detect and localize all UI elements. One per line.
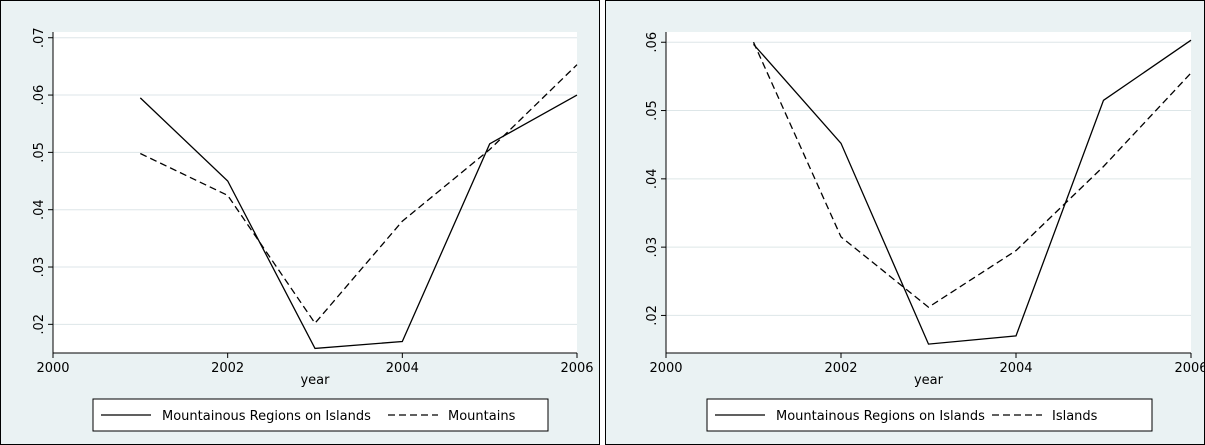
x-tick-label: 2006 xyxy=(560,361,593,376)
series-line-0 xyxy=(753,39,1192,345)
legend-box xyxy=(92,398,549,432)
y-tick-label: .03 xyxy=(32,257,47,278)
plot-area xyxy=(666,32,1191,353)
y-tick-label: .02 xyxy=(32,314,47,335)
legend-label-0: Mountainous Regions on Islands xyxy=(162,409,371,424)
x-tick-label: 2000 xyxy=(36,361,69,376)
y-tick-label: .06 xyxy=(645,32,660,53)
y-tick-label: .04 xyxy=(645,168,660,189)
chart-panel-right: .02 .03 .04 .05 .06 2000 2002 2004 2006 year Mount… xyxy=(605,0,1205,445)
x-tick-label: 2006 xyxy=(1174,361,1204,376)
y-tick-label: .02 xyxy=(645,305,660,326)
legend-label-0: Mountainous Regions on Islands xyxy=(776,409,985,424)
x-axis-title: year xyxy=(300,373,330,388)
y-tick-label: .04 xyxy=(32,199,47,220)
legend-label-1: Mountains xyxy=(448,409,516,424)
y-tick-label: .06 xyxy=(32,85,47,106)
x-tick-label: 2002 xyxy=(211,361,244,376)
series-line-1 xyxy=(752,41,1192,309)
x-axis-title: year xyxy=(914,373,944,388)
x-tick-label: 2004 xyxy=(386,361,419,376)
chart-right-svg: .02 .03 .04 .05 .06 2000 2002 2004 2006 year Mount… xyxy=(645,32,1204,432)
y-tick-label: .05 xyxy=(32,142,47,163)
y-tick-label: .07 xyxy=(32,27,47,48)
y-tick-label: .05 xyxy=(645,100,660,121)
y-tick-label: .03 xyxy=(645,237,660,258)
chart-panel-left: .02 .03 .04 .05 .06 .07 2000 2002 2004 2006 year Mo… xyxy=(0,0,600,445)
x-tick-label: 2000 xyxy=(649,361,682,376)
chart-left-svg: .02 .03 .04 .05 .06 .07 2000 2002 2004 2006 year Mo… xyxy=(32,27,594,432)
x-tick-label: 2004 xyxy=(999,361,1032,376)
series-line-1 xyxy=(140,64,578,325)
legend-label-1: Islands xyxy=(1052,409,1098,424)
legend-box xyxy=(706,398,1153,432)
x-tick-label: 2002 xyxy=(824,361,857,376)
plot-area xyxy=(53,32,577,353)
